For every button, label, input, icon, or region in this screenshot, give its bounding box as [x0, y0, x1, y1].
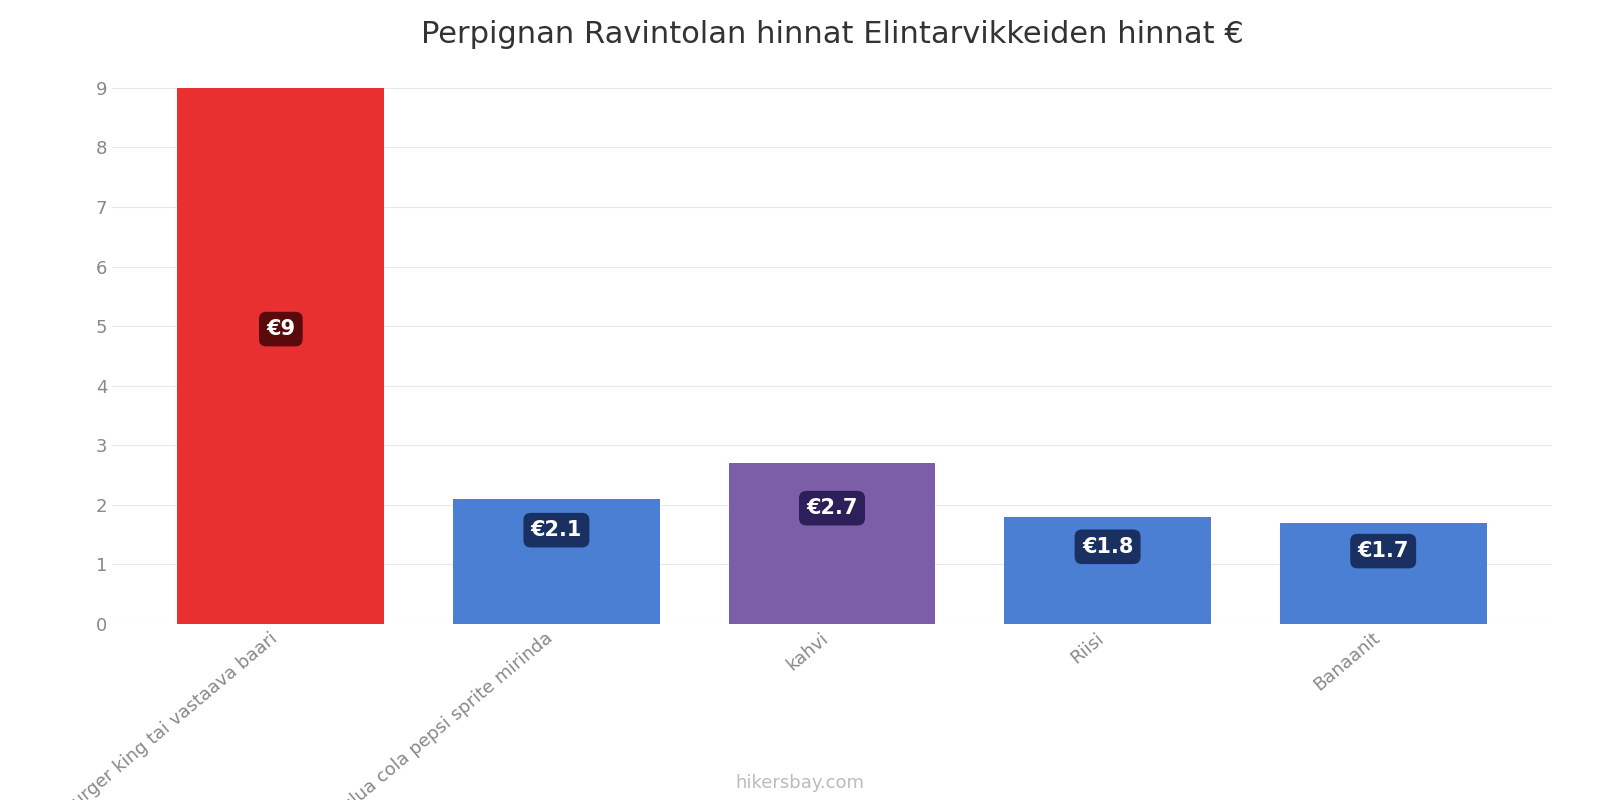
Bar — [1280, 522, 1486, 624]
Bar — [178, 88, 384, 624]
Bar — [1005, 517, 1211, 624]
Title: Perpignan Ravintolan hinnat Elintarvikkeiden hinnat €: Perpignan Ravintolan hinnat Elintarvikke… — [421, 20, 1243, 49]
Text: €9: €9 — [266, 319, 296, 339]
Text: hikersbay.com: hikersbay.com — [736, 774, 864, 792]
Bar — [728, 463, 936, 624]
Text: €2.7: €2.7 — [806, 498, 858, 518]
Text: €2.1: €2.1 — [531, 520, 582, 540]
Bar — [453, 499, 659, 624]
Text: €1.8: €1.8 — [1082, 537, 1133, 557]
Text: €1.7: €1.7 — [1357, 541, 1410, 561]
